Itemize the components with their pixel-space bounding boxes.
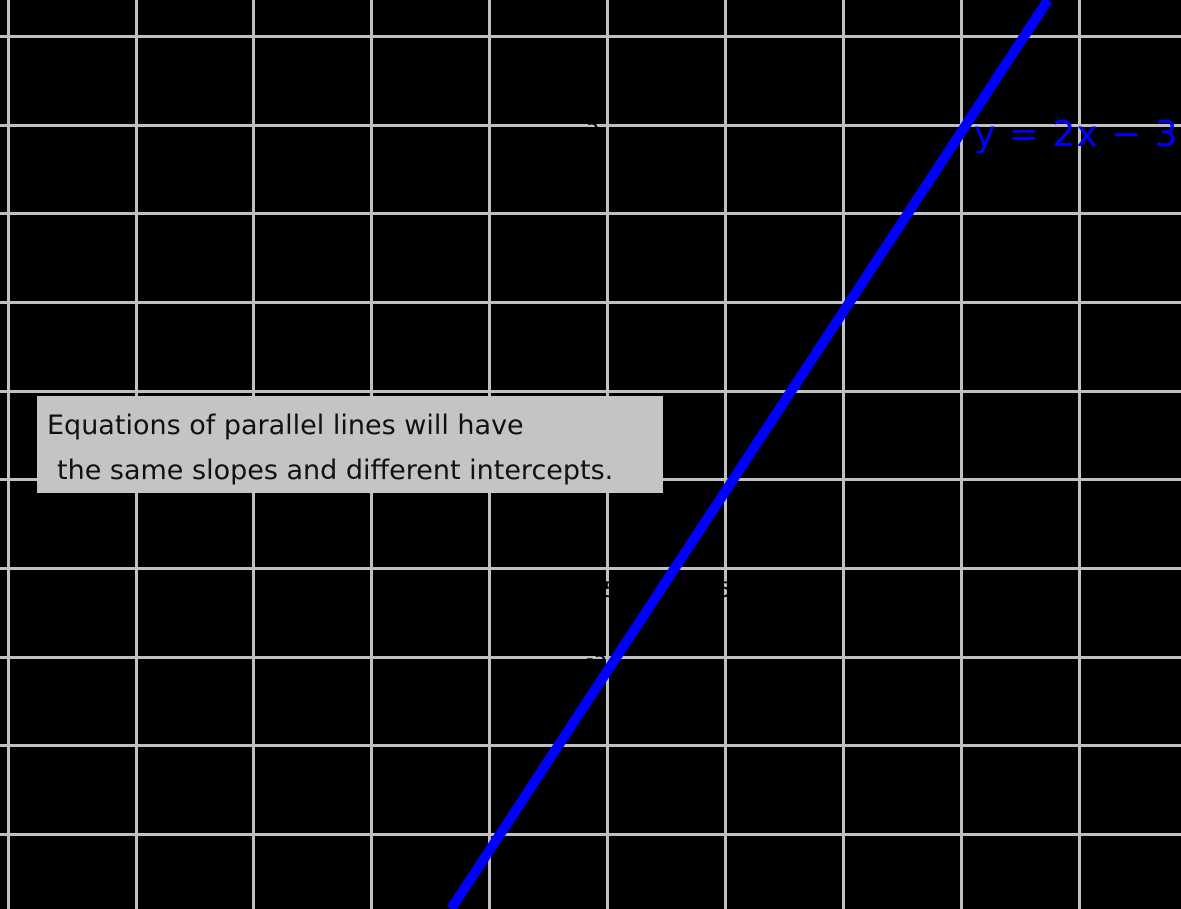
- gridline-vertical-6: [724, 0, 727, 909]
- callout-line-1: Equations of parallel lines will have: [47, 410, 524, 441]
- x-axis-tick-label-0: -5: [596, 578, 617, 602]
- gridline-horizontal-3: [0, 301, 1181, 304]
- equation-label: y = 2x − 3: [974, 114, 1179, 155]
- x-axis-tick-label-1: 5: [718, 578, 732, 602]
- gridline-vertical-9: [1078, 0, 1081, 909]
- gridline-vertical-7: [842, 0, 845, 909]
- gridline-vertical-0: [7, 0, 10, 909]
- y-axis-tick-label-0: 5: [586, 114, 600, 138]
- gridline-horizontal-0: [0, 35, 1181, 38]
- callout-textbox: Equations of parallel lines will have th…: [37, 396, 663, 493]
- gridline-horizontal-9: [0, 833, 1181, 836]
- line-y-equals-2x-minus-3: [446, 0, 1053, 909]
- gridline-vertical-8: [960, 0, 963, 909]
- y-axis-tick-label-1: -5: [586, 646, 607, 670]
- gridline-horizontal-6: [0, 567, 1181, 570]
- gridline-horizontal-8: [0, 744, 1181, 747]
- gridline-horizontal-2: [0, 212, 1181, 215]
- gridline-horizontal-1: [0, 124, 1181, 127]
- callout-line-2: the same slopes and different intercepts…: [57, 455, 614, 486]
- gridline-horizontal-7: [0, 656, 1181, 659]
- gridline-horizontal-4: [0, 390, 1181, 393]
